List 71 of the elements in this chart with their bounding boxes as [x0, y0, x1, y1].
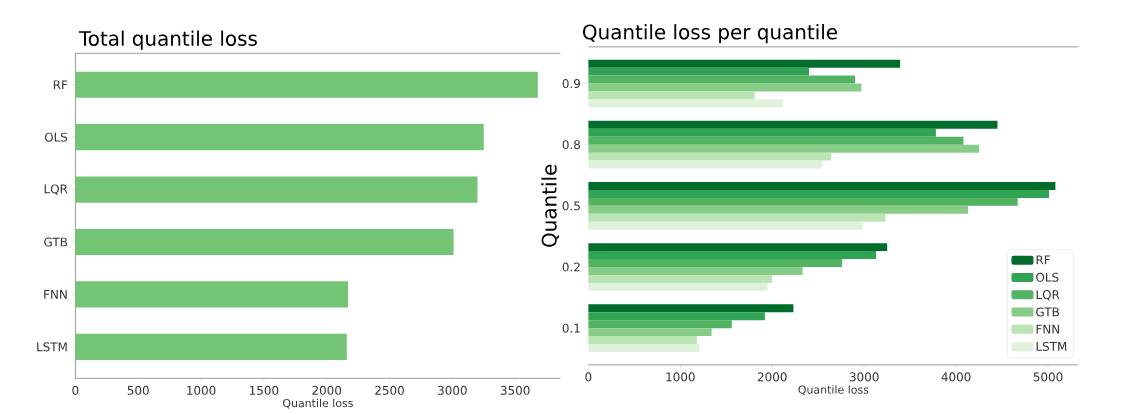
bar	[75, 176, 478, 203]
bar	[588, 59, 901, 68]
bar	[75, 281, 349, 308]
y-tick-label: 0.1	[562, 323, 580, 333]
bar	[588, 189, 1049, 198]
bar	[588, 328, 712, 337]
legend-label: GTB	[1036, 307, 1059, 317]
bar	[588, 160, 822, 169]
x-tick-label: 4000	[941, 372, 971, 382]
bar	[588, 282, 768, 291]
x-tick-label: 0	[585, 372, 592, 382]
bar	[588, 75, 855, 84]
bar	[75, 333, 347, 360]
y-axis-title: Quantile	[541, 164, 559, 247]
legend-label: LSTM	[1036, 341, 1067, 351]
x-tick-label: 500	[127, 385, 149, 395]
bar	[588, 336, 697, 345]
bar	[588, 67, 810, 76]
bar	[588, 259, 843, 268]
x-tick-label: 3000	[438, 385, 467, 395]
bar	[588, 136, 964, 145]
y-tick-label: LSTM	[37, 342, 67, 352]
bar	[588, 91, 755, 100]
bar	[75, 71, 538, 98]
x-tick-label: 5000	[1033, 372, 1063, 382]
bar	[588, 182, 1056, 190]
x-tick-label: 2000	[757, 372, 787, 382]
bar	[588, 128, 936, 137]
bar	[588, 197, 1018, 206]
bar	[588, 312, 765, 321]
y-tick-label: FNN	[44, 290, 67, 299]
bar	[588, 320, 732, 329]
x-tick-label: 1500	[249, 385, 279, 395]
bar	[588, 144, 980, 153]
bar	[588, 152, 832, 161]
y-tick-label: RF	[53, 80, 68, 90]
bar	[588, 213, 886, 222]
bar	[588, 205, 969, 214]
x-tick-label: 0	[72, 385, 79, 395]
x-tick-label: 2000	[312, 385, 342, 395]
x-axis-title: Quantile loss	[798, 385, 869, 395]
bar	[588, 243, 888, 252]
legend-label: FNN	[1036, 324, 1060, 334]
y-tick-label: 0.2	[562, 262, 580, 272]
chart-title: Quantile loss per quantile	[583, 24, 838, 44]
bar	[75, 228, 454, 256]
bar	[588, 99, 784, 108]
y-tick-label: LQR	[44, 184, 68, 195]
chart-title: Total quantile loss	[78, 30, 257, 50]
x-tick-label: 3500	[500, 385, 530, 395]
bar	[588, 221, 863, 230]
x-tick-label: 1000	[187, 385, 216, 395]
legend-label: LQR	[1036, 290, 1060, 301]
bar	[588, 120, 998, 129]
y-tick-label: 0.5	[562, 201, 580, 211]
legend-label: RF	[1036, 255, 1050, 265]
bar	[588, 251, 877, 260]
bar	[588, 274, 773, 283]
bar	[75, 124, 484, 151]
x-axis-title: Quantile loss	[283, 398, 353, 409]
y-tick-label: 0.8	[562, 140, 581, 150]
bar	[588, 344, 700, 353]
bar	[588, 304, 794, 313]
bar	[588, 267, 803, 275]
x-tick-label: 3000	[849, 372, 879, 382]
y-tick-label: OLS	[44, 132, 68, 142]
x-tick-label: 2500	[375, 385, 404, 395]
legend-label: OLS	[1036, 272, 1059, 282]
y-tick-label: 0.9	[562, 79, 581, 89]
x-tick-label: 1000	[666, 372, 695, 382]
y-tick-label: GTB	[44, 237, 68, 247]
